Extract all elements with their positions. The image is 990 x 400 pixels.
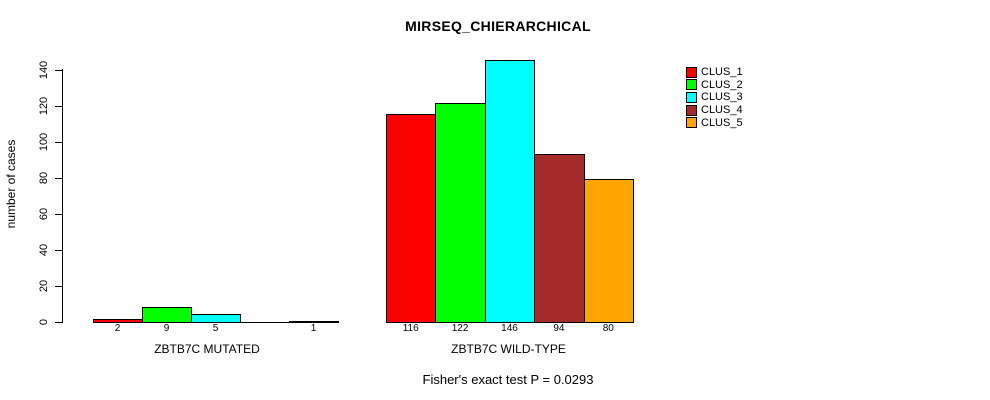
y-tick-mark bbox=[55, 213, 62, 215]
bar-value-label: 2 bbox=[114, 323, 121, 334]
legend-label: CLUS_2 bbox=[701, 78, 743, 91]
legend-swatch bbox=[686, 104, 697, 116]
bar bbox=[484, 59, 536, 323]
group-axis-label: ZBTB7C MUTATED bbox=[154, 342, 260, 356]
y-tick-label: 20 bbox=[38, 279, 50, 293]
y-tick-label: 100 bbox=[38, 132, 50, 151]
stat-annotation: Fisher's exact test P = 0.0293 bbox=[422, 372, 594, 387]
y-tick-label: 0 bbox=[38, 318, 50, 326]
legend-swatch bbox=[686, 117, 697, 129]
bar bbox=[534, 153, 585, 323]
y-tick-mark bbox=[55, 105, 62, 107]
bar-value-label: 94 bbox=[553, 323, 565, 334]
bar-value-label: 1 bbox=[310, 323, 317, 334]
bar bbox=[386, 113, 437, 323]
bar-value-label: 146 bbox=[501, 323, 518, 334]
y-tick-mark bbox=[55, 141, 62, 143]
y-axis-label: number of cases bbox=[4, 139, 18, 229]
legend-label: CLUS_1 bbox=[701, 66, 743, 78]
y-tick-mark bbox=[55, 69, 62, 71]
bar-value-label: 122 bbox=[451, 323, 469, 334]
y-tick-mark bbox=[55, 322, 62, 323]
bar bbox=[583, 178, 634, 323]
chart-title: MIRSEQ_CHIERARCHICAL bbox=[405, 18, 591, 34]
y-tick-mark bbox=[55, 285, 62, 287]
bar bbox=[142, 306, 192, 323]
bar bbox=[289, 321, 339, 323]
y-tick-label: 140 bbox=[38, 60, 50, 79]
bar-value-label: 5 bbox=[212, 323, 219, 334]
y-tick-label: 80 bbox=[38, 171, 50, 184]
bar-value-label: 80 bbox=[602, 323, 614, 334]
y-tick-label: 120 bbox=[38, 96, 50, 115]
y-axis-line bbox=[62, 69, 63, 323]
bar-value-label: 9 bbox=[163, 323, 170, 334]
group-axis-label: ZBTB7C WILD-TYPE bbox=[451, 342, 566, 356]
y-tick-mark bbox=[55, 249, 62, 251]
legend-label: CLUS_4 bbox=[701, 104, 743, 117]
legend-swatch bbox=[686, 91, 697, 103]
y-tick-mark bbox=[55, 177, 62, 179]
legend-label: CLUS_3 bbox=[701, 91, 743, 104]
legend-swatch bbox=[686, 79, 697, 91]
bar bbox=[191, 313, 241, 323]
y-tick-label: 60 bbox=[38, 207, 50, 220]
y-tick-label: 40 bbox=[38, 243, 50, 256]
bar bbox=[435, 103, 486, 323]
legend-label: CLUS_5 bbox=[701, 116, 743, 129]
bar-value-label: 116 bbox=[402, 323, 419, 334]
legend-swatch bbox=[686, 66, 697, 78]
